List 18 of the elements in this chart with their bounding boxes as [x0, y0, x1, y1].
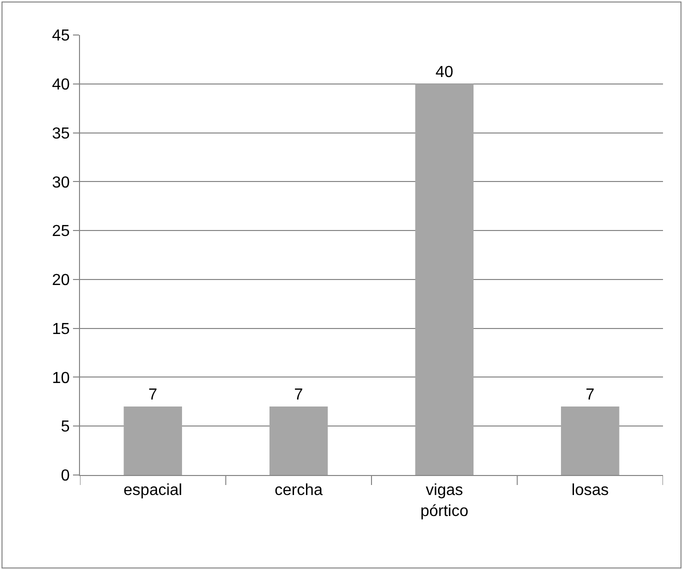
y-tick-label: 15	[52, 320, 70, 338]
data-label: 7	[148, 386, 158, 404]
y-tick-label: 45	[52, 28, 70, 45]
x-tick-label: losas	[571, 482, 609, 500]
y-tick-label: 35	[52, 125, 70, 142]
y-tick-label: 10	[52, 370, 70, 387]
y-tick-label: 25	[52, 223, 70, 240]
x-tick-label: vigas pórtico	[420, 482, 468, 520]
y-tick-label: 0	[60, 468, 70, 485]
y-tick-label: 30	[52, 174, 70, 192]
x-tick-label: espacial	[124, 482, 182, 500]
y-tick-label: 40	[52, 76, 70, 94]
y-tick-label: 20	[52, 272, 70, 290]
x-tick-label: cercha	[274, 482, 323, 500]
y-tick-label: 5	[60, 418, 70, 436]
data-label: 7	[294, 386, 304, 404]
data-label: 40	[435, 64, 454, 81]
data-label: 7	[586, 386, 595, 404]
